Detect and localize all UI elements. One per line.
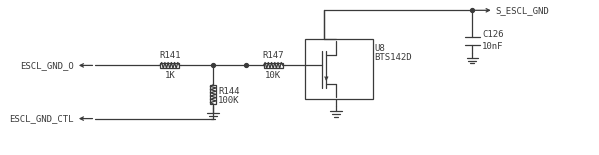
Text: 1K: 1K (164, 71, 175, 80)
Text: 10nF: 10nF (482, 42, 504, 51)
Text: S_ESCL_GND: S_ESCL_GND (495, 6, 549, 15)
Text: ESCL_GND_O: ESCL_GND_O (20, 61, 74, 70)
Text: 10K: 10K (265, 71, 282, 80)
Text: R141: R141 (159, 51, 180, 60)
Text: ESCL_GND_CTL: ESCL_GND_CTL (10, 114, 74, 123)
Text: U8: U8 (375, 44, 385, 53)
Text: C126: C126 (482, 30, 504, 39)
Text: 100K: 100K (218, 96, 240, 105)
Text: R147: R147 (262, 51, 284, 60)
Bar (264, 62, 283, 68)
Text: R144: R144 (218, 87, 240, 96)
Bar (160, 62, 180, 68)
Text: BTS142D: BTS142D (375, 53, 412, 62)
Bar (210, 85, 216, 104)
Bar (305, 39, 373, 99)
